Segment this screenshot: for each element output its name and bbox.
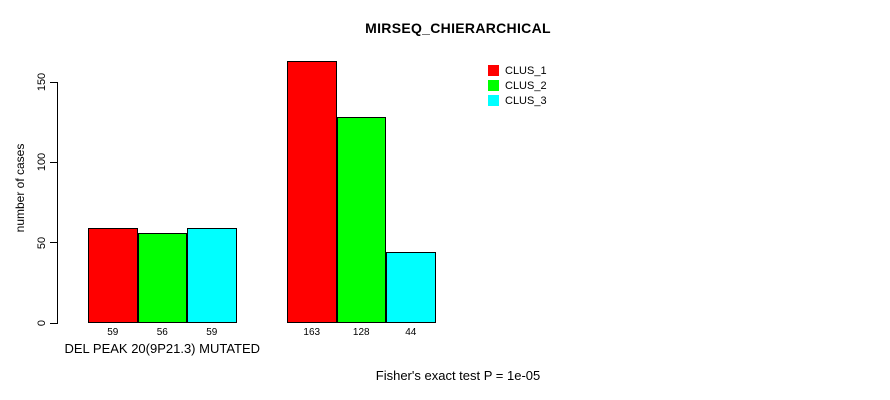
y-tick-label: 150 bbox=[36, 72, 48, 92]
bar-value-label: 59 bbox=[107, 327, 119, 338]
bar-value-label: 44 bbox=[405, 327, 417, 338]
y-tick-label: 0 bbox=[36, 319, 48, 327]
legend-entry-clus_3: CLUS_3 bbox=[488, 93, 547, 108]
bar-value-label: 128 bbox=[352, 327, 370, 338]
legend-label: CLUS_1 bbox=[505, 64, 547, 77]
bar-clus_2-group2 bbox=[336, 117, 386, 323]
legend-swatch-clus_1 bbox=[488, 65, 499, 76]
bar-clus_1-group1 bbox=[88, 228, 138, 323]
y-axis-line bbox=[57, 82, 58, 324]
y-axis-tick bbox=[50, 81, 57, 83]
fishers-test-annotation: Fisher's exact test P = 1e-05 bbox=[375, 368, 541, 383]
legend: CLUS_1 CLUS_2 CLUS_3 bbox=[488, 63, 547, 108]
y-tick-label: 100 bbox=[36, 153, 48, 172]
y-axis-tick bbox=[50, 322, 57, 324]
y-axis-tick bbox=[50, 161, 57, 163]
bar-clus_3-group2 bbox=[386, 252, 436, 323]
bar-clus_1-group2 bbox=[287, 61, 337, 323]
y-axis-label: number of cases bbox=[13, 143, 27, 233]
legend-swatch-clus_2 bbox=[488, 80, 499, 91]
legend-label: CLUS_2 bbox=[505, 79, 547, 92]
bar-value-label: 59 bbox=[206, 327, 218, 338]
bar-clus_2-group1 bbox=[137, 233, 187, 323]
legend-label: CLUS_3 bbox=[505, 94, 547, 107]
bar-value-label: 56 bbox=[156, 327, 168, 338]
bar-clus_3-group1 bbox=[187, 228, 237, 323]
legend-swatch-clus_3 bbox=[488, 95, 499, 106]
bar-value-label: 163 bbox=[303, 327, 321, 338]
legend-entry-clus_2: CLUS_2 bbox=[488, 78, 547, 93]
legend-entry-clus_1: CLUS_1 bbox=[488, 63, 547, 78]
x-axis-category-label: DEL PEAK 20(9P21.3) MUTATED bbox=[64, 341, 261, 356]
chart-title: MIRSEQ_CHIERARCHICAL bbox=[365, 20, 551, 36]
y-tick-label: 50 bbox=[36, 236, 48, 249]
y-axis-tick bbox=[50, 242, 57, 244]
